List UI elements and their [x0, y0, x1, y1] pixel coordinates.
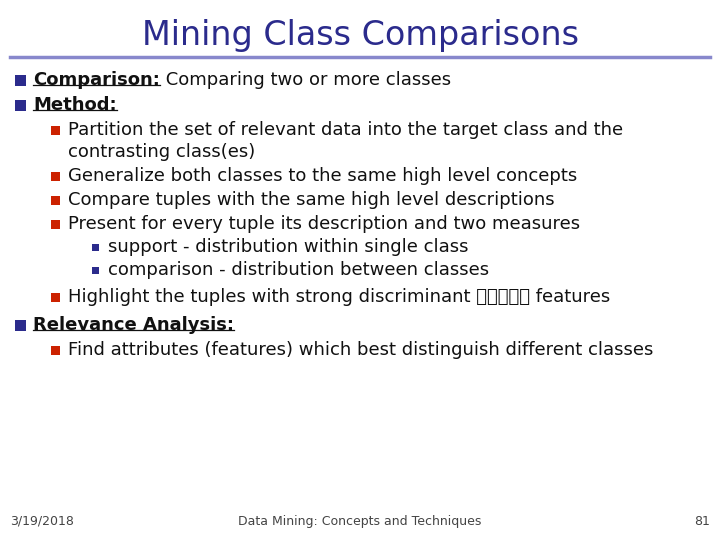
Text: contrasting class(es): contrasting class(es): [68, 143, 256, 161]
Text: Mining Class Comparisons: Mining Class Comparisons: [142, 18, 578, 51]
Text: 3/19/2018: 3/19/2018: [10, 515, 74, 528]
Bar: [91, 267, 99, 273]
Text: Comparing two or more classes: Comparing two or more classes: [160, 71, 451, 89]
Text: Comparison:: Comparison:: [33, 71, 160, 89]
Bar: [50, 195, 60, 205]
Bar: [50, 219, 60, 228]
Text: Method:: Method:: [33, 96, 117, 114]
Text: Highlight the tuples with strong discriminant 《判别式》 features: Highlight the tuples with strong discrim…: [68, 288, 611, 306]
Bar: [50, 172, 60, 180]
Text: Generalize both classes to the same high level concepts: Generalize both classes to the same high…: [68, 167, 577, 185]
Text: Find attributes (features) which best distinguish different classes: Find attributes (features) which best di…: [68, 341, 653, 359]
Bar: [14, 99, 25, 111]
Bar: [14, 320, 25, 330]
Text: Compare tuples with the same high level descriptions: Compare tuples with the same high level …: [68, 191, 554, 209]
Text: support - distribution within single class: support - distribution within single cla…: [108, 238, 469, 256]
Text: Partition the set of relevant data into the target class and the: Partition the set of relevant data into …: [68, 121, 623, 139]
Text: comparison - distribution between classes: comparison - distribution between classe…: [108, 261, 489, 279]
Text: Relevance Analysis:: Relevance Analysis:: [33, 316, 234, 334]
Bar: [14, 75, 25, 85]
Text: 81: 81: [694, 515, 710, 528]
Text: Data Mining: Concepts and Techniques: Data Mining: Concepts and Techniques: [238, 515, 482, 528]
Bar: [50, 125, 60, 134]
Bar: [50, 293, 60, 301]
Bar: [91, 244, 99, 251]
Bar: [50, 346, 60, 354]
Text: Present for every tuple its description and two measures: Present for every tuple its description …: [68, 215, 580, 233]
